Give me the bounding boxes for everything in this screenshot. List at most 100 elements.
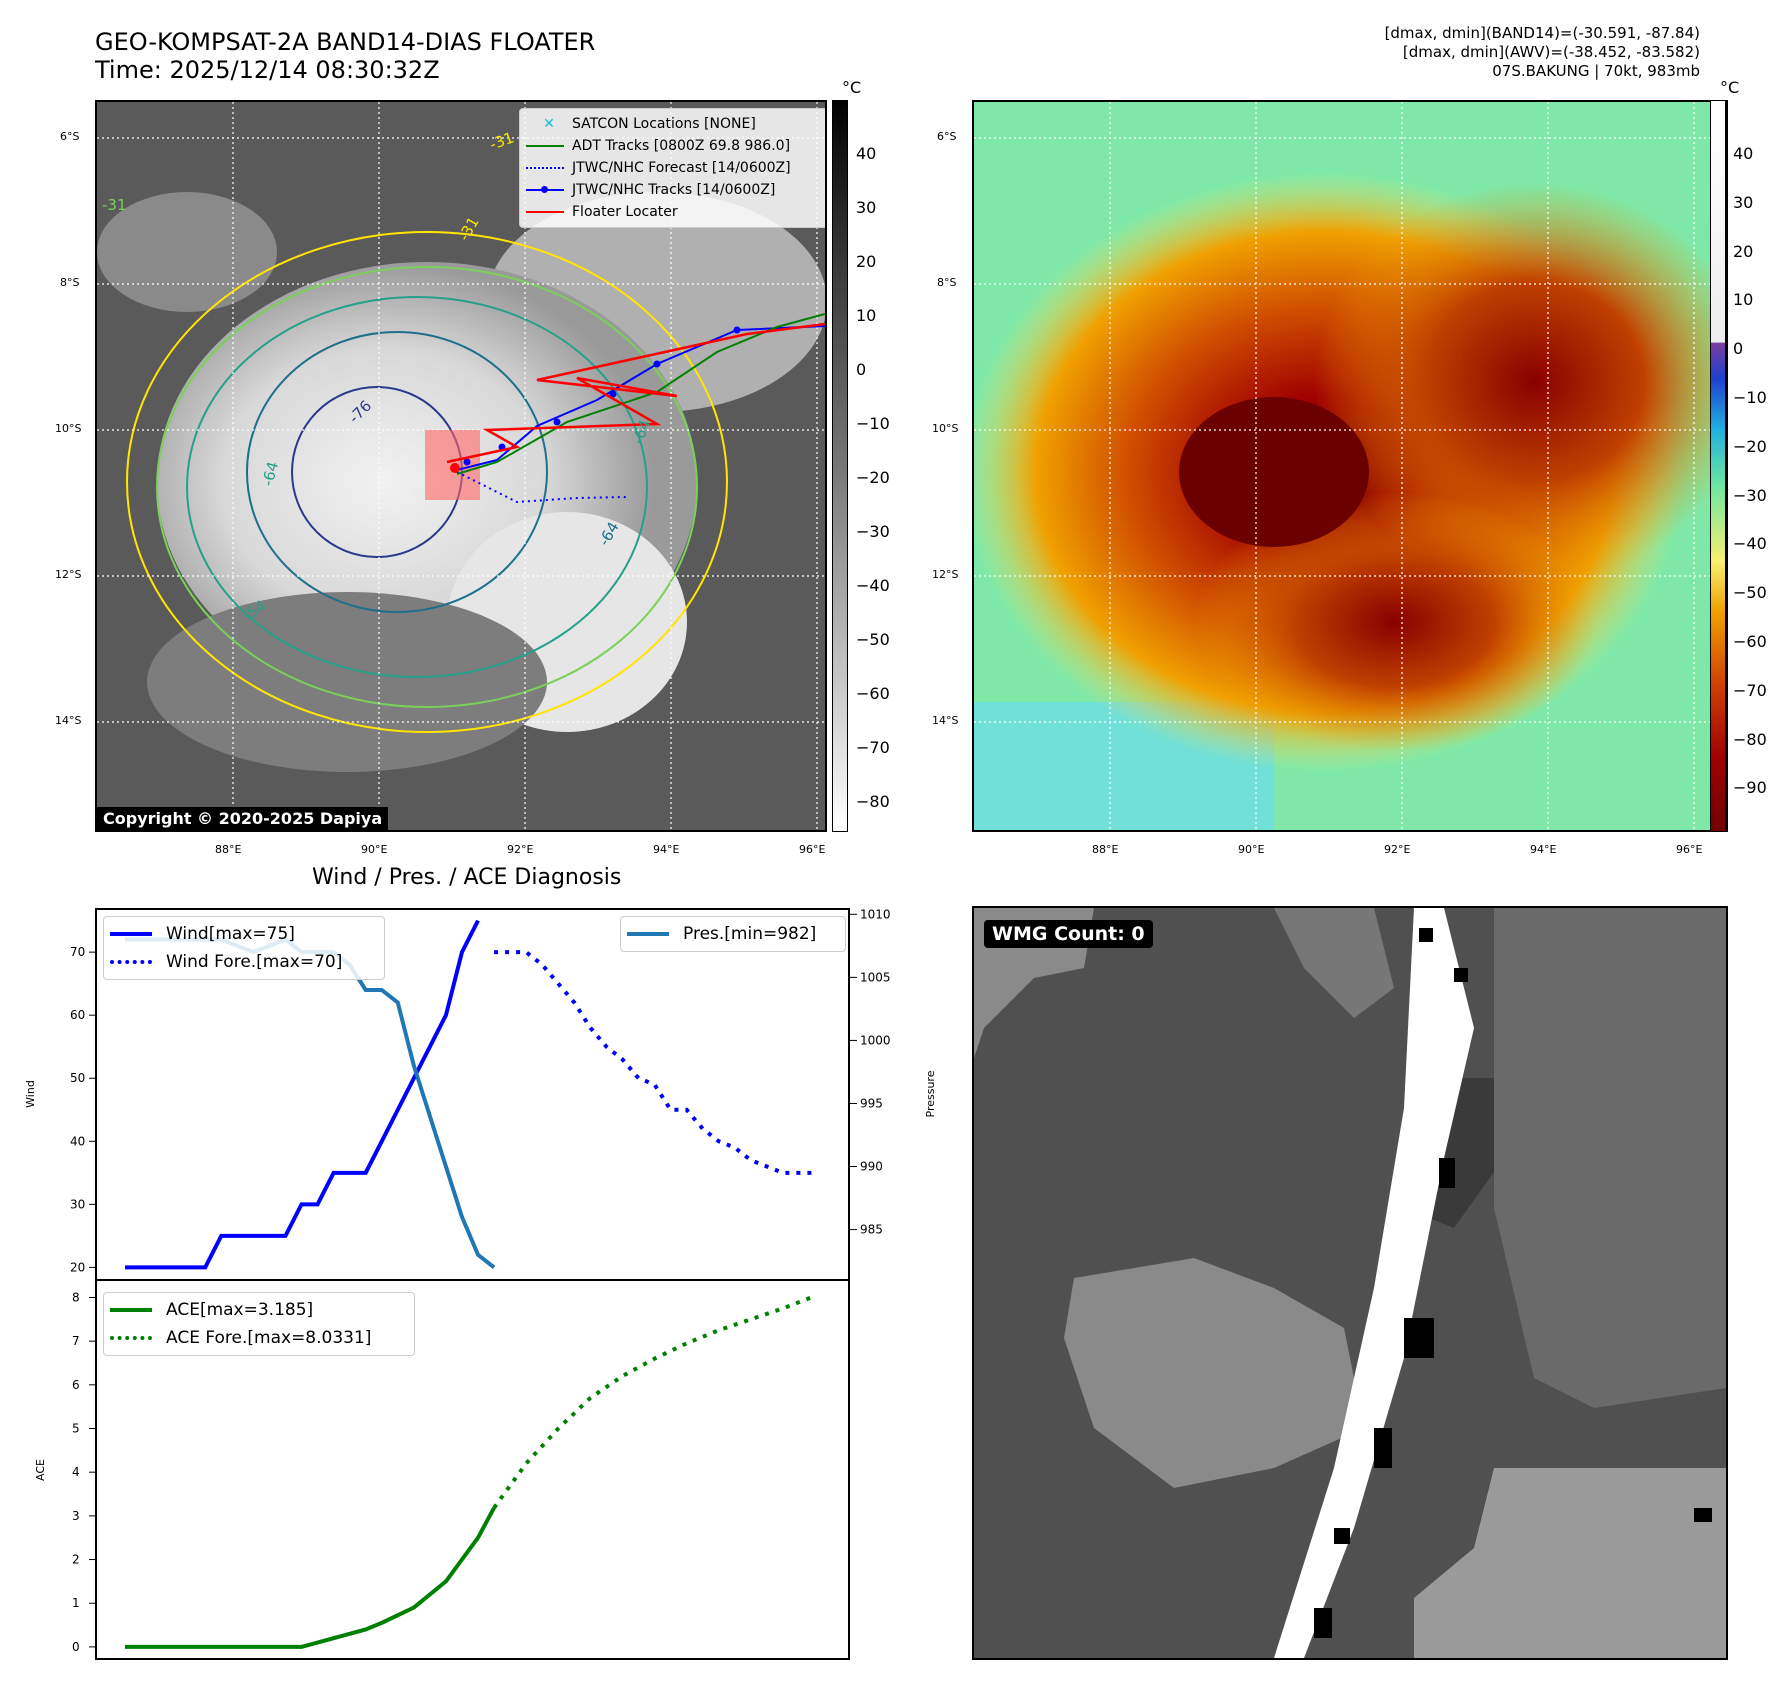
y-tick-label: 3 bbox=[72, 1509, 80, 1523]
y-tick-label: 7 bbox=[72, 1334, 80, 1348]
wmg-patch bbox=[1064, 1258, 1364, 1488]
colorbar-tick: 30 bbox=[856, 198, 877, 217]
lat-label: 12°S bbox=[55, 568, 82, 581]
legend-ace: ACE[max=3.185] bbox=[110, 1296, 408, 1324]
forecast-line-icon bbox=[526, 167, 564, 169]
y-tick-label: 1 bbox=[72, 1596, 80, 1610]
colorbar-tick: 40 bbox=[1733, 144, 1754, 163]
info-line-2: [dmax, dmin](AWV)=(-38.452, -83.582) bbox=[1402, 43, 1700, 61]
colorbar-left bbox=[832, 100, 848, 832]
y-tick-label: 2 bbox=[72, 1553, 80, 1567]
colorbar-tick: −60 bbox=[856, 684, 890, 703]
legend-label: ADT Tracks [0800Z 69.8 986.0] bbox=[572, 138, 791, 154]
colorbar-left-unit: °C bbox=[842, 78, 862, 97]
y-tick-label: 20 bbox=[70, 1260, 85, 1274]
colorbar-tick: −50 bbox=[856, 630, 890, 649]
info-line-3: 07S.BAKUNG | 70kt, 983mb bbox=[1492, 62, 1700, 80]
wind-forecast-line-icon bbox=[110, 960, 152, 964]
wind-line-icon bbox=[110, 932, 152, 936]
lon-label: 94°E bbox=[653, 843, 680, 856]
cloud-band-south bbox=[147, 592, 547, 772]
awv-core bbox=[1179, 397, 1369, 547]
contour-3 bbox=[186, 296, 648, 678]
lat-label: 14°S bbox=[932, 714, 959, 727]
series-line-wind-fore- bbox=[494, 950, 815, 1175]
colorbar-tick: −70 bbox=[856, 738, 890, 757]
y2-tick-label: 1010 bbox=[860, 907, 891, 921]
title-line-1: GEO-KOMPSAT-2A BAND14-DIAS FLOATER bbox=[95, 28, 596, 56]
lat-label: 8°S bbox=[60, 276, 80, 289]
y-tick-label: 50 bbox=[70, 1071, 85, 1085]
y-tick-label: 8 bbox=[72, 1290, 80, 1304]
y2-tick-label: 995 bbox=[860, 1096, 883, 1110]
colorbar-tick: −60 bbox=[1733, 632, 1767, 651]
y2-tick-label: 990 bbox=[860, 1160, 883, 1174]
storm-center bbox=[450, 463, 460, 473]
legend-label: JTWC/NHC Tracks [14/0600Z] bbox=[572, 182, 776, 198]
legend-adt: ADT Tracks [0800Z 69.8 986.0] bbox=[526, 135, 825, 157]
colorbar-tick: 0 bbox=[1733, 339, 1744, 359]
colorbar-tick: −20 bbox=[856, 468, 890, 487]
colorbar-tick: −90 bbox=[1733, 778, 1767, 798]
title-line-2: Time: 2025/12/14 08:30:32Z bbox=[95, 56, 440, 84]
y-axis-label: ACE bbox=[34, 1459, 47, 1481]
colorbar-right bbox=[1710, 100, 1726, 832]
y-tick-label: 0 bbox=[72, 1640, 80, 1654]
lat-label: 12°S bbox=[932, 568, 959, 581]
ace-forecast-line-icon bbox=[110, 1336, 152, 1340]
colorbar-tick: 30 bbox=[1733, 192, 1754, 212]
wmg-svg bbox=[974, 908, 1726, 1658]
cloud-band-nw bbox=[97, 192, 277, 312]
wmg-patch bbox=[1274, 908, 1394, 1018]
wmg-panel: WMG Count: 0 bbox=[972, 906, 1728, 1660]
y-tick-label: 5 bbox=[72, 1422, 80, 1436]
lat-label: 14°S bbox=[55, 714, 82, 727]
ace-legend: ACE[max=3.185] ACE Fore.[max=8.0331] bbox=[103, 1292, 415, 1356]
wmg-black-pixels bbox=[1314, 928, 1712, 1638]
colorbar-tick: −50 bbox=[1733, 583, 1767, 603]
contour-2 bbox=[156, 266, 698, 708]
colorbar-tick: 0 bbox=[856, 360, 867, 379]
contour-outer bbox=[126, 231, 728, 733]
legend-label: Pres.[min=982] bbox=[683, 924, 817, 944]
colorbar-tick: 10 bbox=[856, 306, 877, 325]
y2-tick-label: 985 bbox=[860, 1223, 883, 1237]
series-line-pres- bbox=[125, 937, 496, 1269]
lon-label: 92°E bbox=[1384, 843, 1411, 856]
legend-label: Floater Locater bbox=[572, 204, 678, 220]
colorbar-tick: −80 bbox=[1733, 729, 1767, 749]
satcon-marker-icon: ✕ bbox=[543, 116, 555, 132]
y2-tick-label: 1005 bbox=[860, 970, 891, 984]
legend-satcon: ✕ SATCON Locations [NONE] bbox=[526, 113, 825, 135]
lon-label: 88°E bbox=[215, 843, 242, 856]
lon-label: 96°E bbox=[1676, 843, 1703, 856]
lon-label: 94°E bbox=[1530, 843, 1557, 856]
legend-pressure: Pres.[min=982] bbox=[627, 920, 839, 948]
awv-gridlines bbox=[974, 102, 1726, 830]
colorbar-tick: −30 bbox=[856, 522, 890, 541]
pressure-legend: Pres.[min=982] bbox=[620, 916, 846, 952]
lat-label: 10°S bbox=[932, 422, 959, 435]
lat-label: 8°S bbox=[937, 276, 957, 289]
colorbar-tick: −40 bbox=[1733, 534, 1767, 554]
y-tick-label: 70 bbox=[70, 945, 85, 959]
legend-floater: Floater Locater bbox=[526, 201, 825, 223]
series-line-wind bbox=[125, 919, 480, 1270]
colorbar-tick: −30 bbox=[1733, 485, 1767, 505]
legend-jtwc-tracks: JTWC/NHC Tracks [14/0600Z] bbox=[526, 179, 825, 201]
colorbar-tick: −10 bbox=[1733, 388, 1767, 407]
legend-wind-forecast: Wind Fore.[max=70] bbox=[110, 948, 378, 976]
y-tick-label: 40 bbox=[70, 1134, 85, 1148]
colorbar-tick: −10 bbox=[856, 414, 890, 433]
legend-label: SATCON Locations [NONE] bbox=[572, 116, 756, 132]
y-tick-label: 4 bbox=[72, 1465, 80, 1479]
colorbar-tick: 10 bbox=[1733, 290, 1754, 310]
copyright-label: Copyright © 2020-2025 Dapiya bbox=[97, 807, 389, 830]
ir-map-panel: -31 -31 -64 -76 -54 -64 -31 -64 ✕ SATCON… bbox=[95, 100, 827, 832]
y-tick-label: 30 bbox=[70, 1197, 85, 1211]
lat-label: 10°S bbox=[55, 422, 82, 435]
jtwc-forecast bbox=[456, 471, 628, 504]
lon-label: 90°E bbox=[1238, 843, 1265, 856]
legend-label: ACE Fore.[max=8.0331] bbox=[166, 1328, 372, 1348]
info-line-1: [dmax, dmin](BAND14)=(-30.591, -87.84) bbox=[1384, 24, 1700, 42]
